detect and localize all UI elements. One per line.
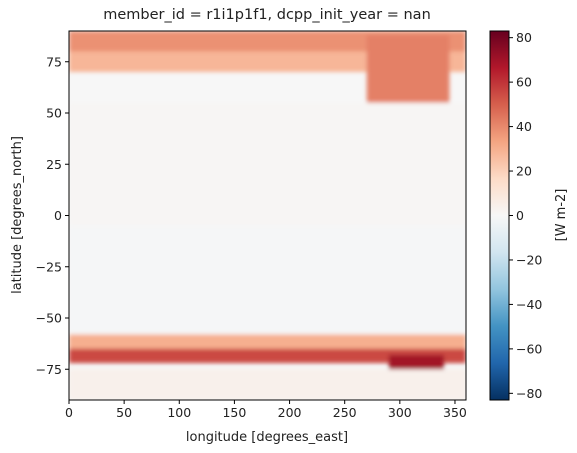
colorbar-tick-label: −80 [516, 386, 542, 401]
x-axis: 0 50 100 150 200 250 300 350 [65, 400, 467, 420]
y-axis: −75 −50 −25 0 25 50 75 [36, 54, 69, 377]
colorbar-tick-label: 40 [516, 119, 532, 134]
x-tick-label: 200 [278, 405, 302, 420]
field-patch-2 [366, 35, 450, 103]
colorbar [489, 30, 510, 401]
colorbar-tick-label: −20 [516, 252, 542, 267]
x-tick-label: 100 [167, 405, 191, 420]
x-tick-label: 0 [65, 405, 73, 420]
x-tick-label: 250 [333, 405, 357, 420]
y-tick-label: 75 [46, 54, 62, 69]
y-tick-label: −25 [36, 259, 62, 274]
x-tick-label: 150 [222, 405, 246, 420]
x-tick-label: 50 [116, 405, 132, 420]
y-tick-label: −75 [36, 362, 62, 377]
y-tick-label: 0 [54, 208, 62, 223]
colorbar-tick-label: −60 [516, 341, 542, 356]
y-tick-label: 25 [46, 157, 62, 172]
colorbar-label: [W m-2] [554, 189, 569, 242]
y-tick-label: −50 [36, 311, 62, 326]
colorbar-tick-label: 60 [516, 75, 532, 90]
x-tick-label: 300 [388, 405, 412, 420]
colorbar-tick-label: 0 [516, 208, 524, 223]
colorbar-ticks: −80 −60 −40 −20 0 20 40 60 80 [509, 30, 542, 401]
field-patch-3 [69, 102, 466, 226]
y-tick-label: 50 [46, 106, 62, 121]
field-layer [69, 31, 466, 400]
colorbar-tick-label: −40 [516, 297, 542, 312]
field-patch-8 [69, 369, 466, 400]
colorbar-tick-label: 80 [516, 30, 532, 45]
y-axis-label: latitude [degrees_north] [10, 136, 25, 294]
chart-title: member_id = r1i1p1f1, dcpp_init_year = n… [103, 7, 431, 23]
x-tick-label: 350 [443, 405, 467, 420]
field-patch-4 [69, 225, 466, 335]
field-patch-6 [69, 348, 466, 364]
x-axis-label: longitude [degrees_east] [186, 430, 348, 445]
colorbar-tick-label: 20 [516, 164, 532, 179]
plot-area [69, 31, 466, 400]
